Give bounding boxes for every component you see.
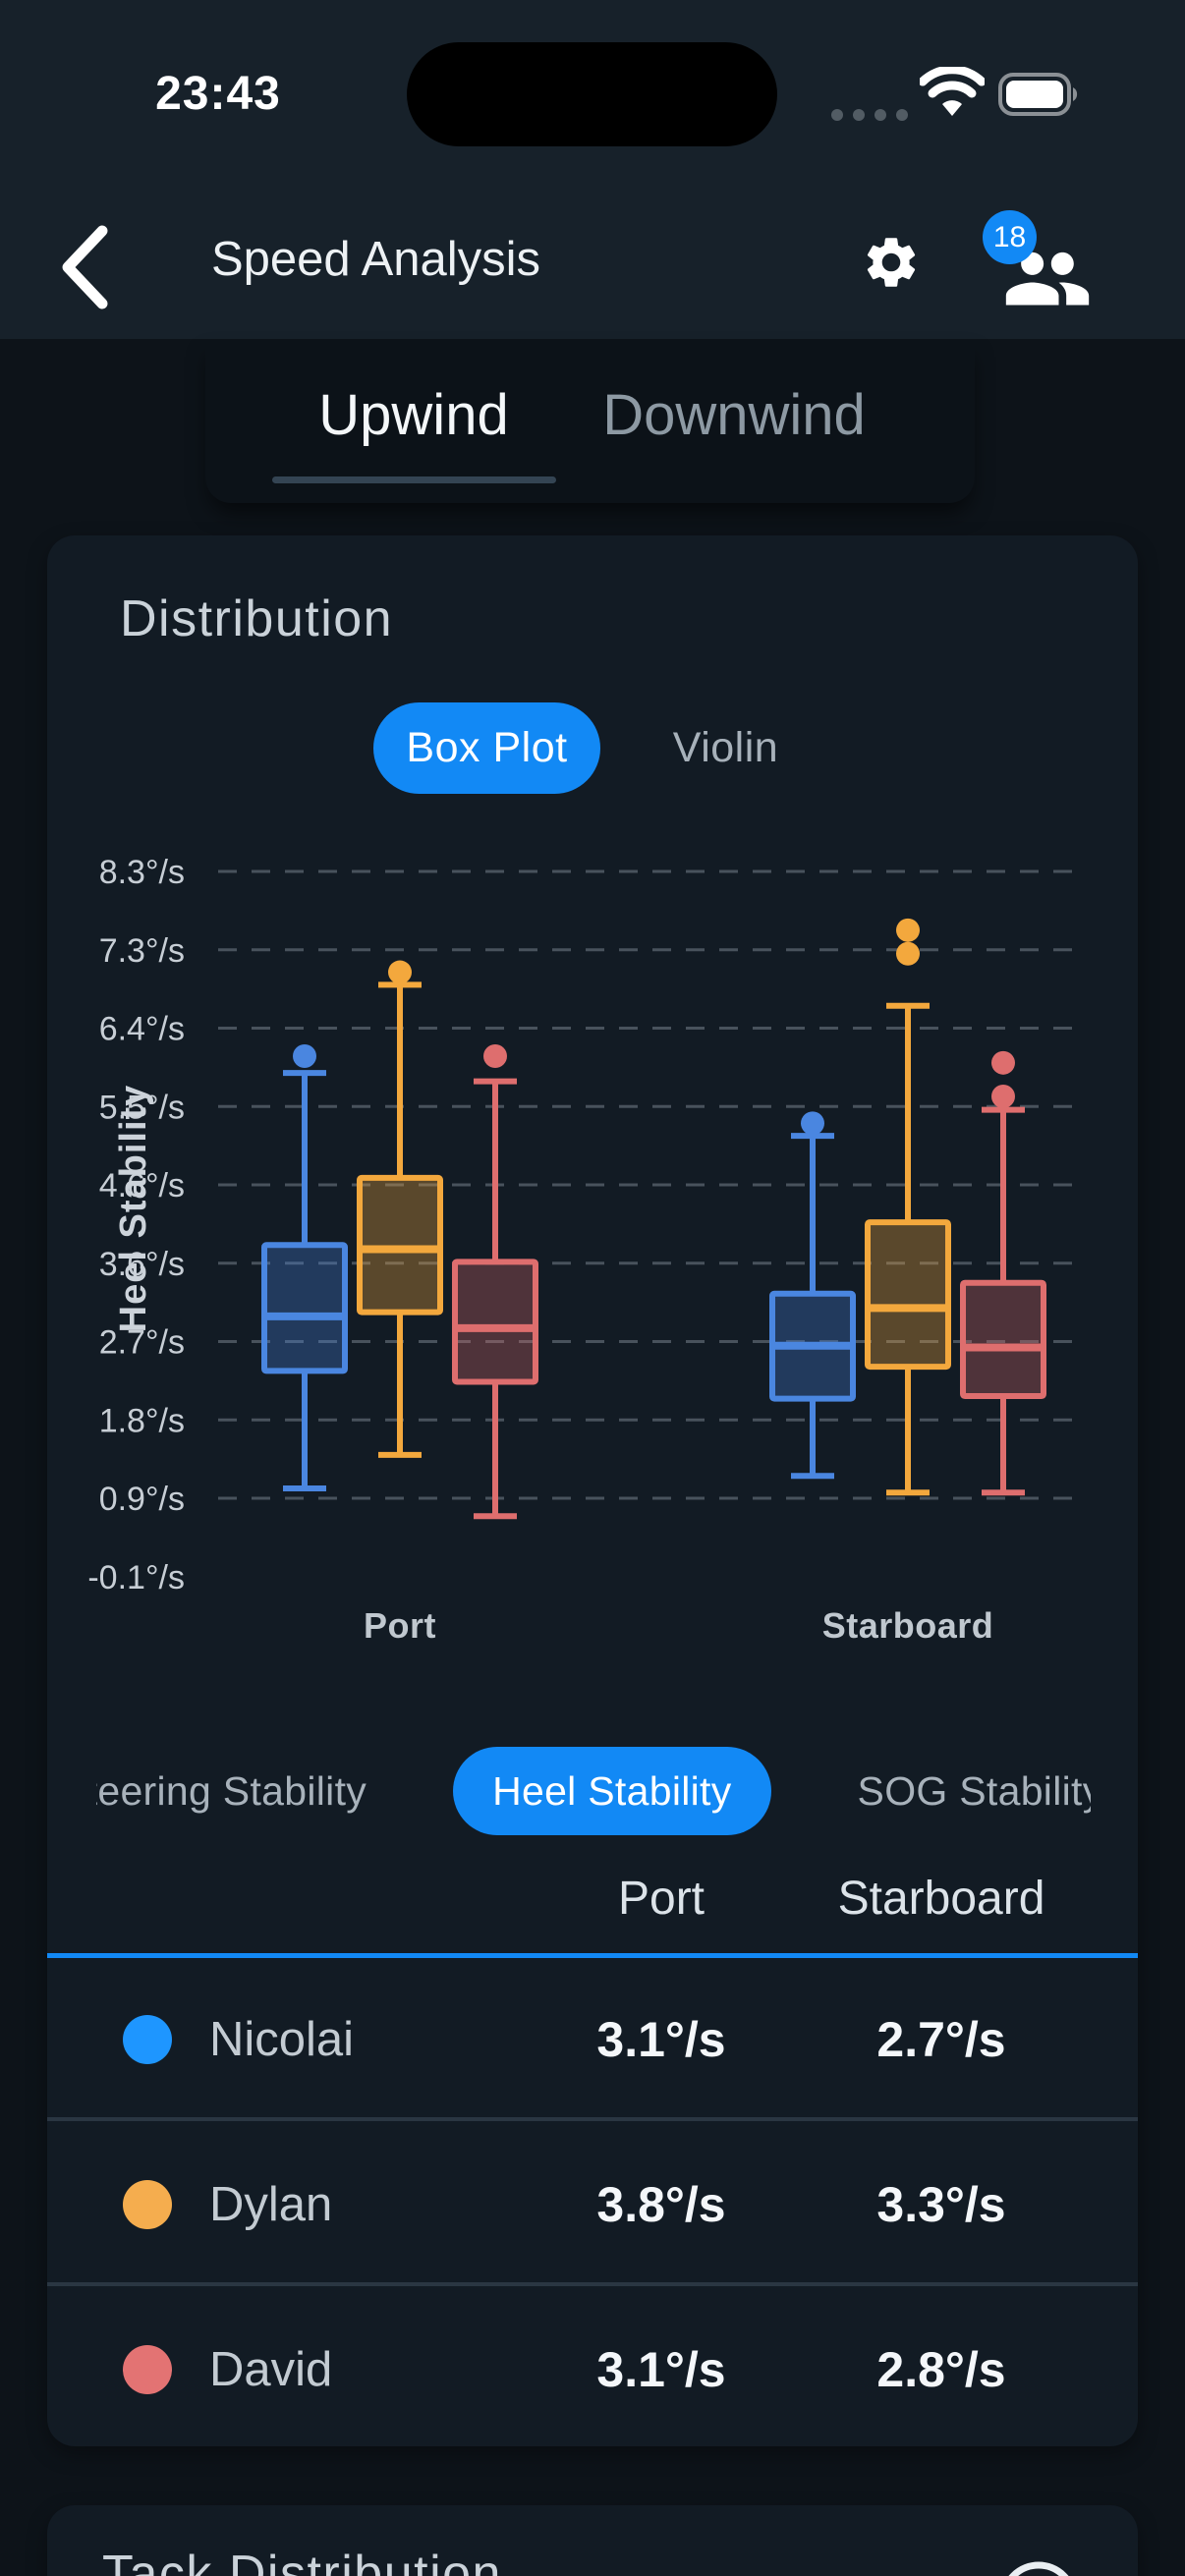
- starboard-value: 2.8°/s: [876, 2342, 1006, 2397]
- card-title: Distribution: [120, 590, 394, 647]
- table-row: Nicolai 3.1°/s 2.7°/s: [47, 1961, 1138, 2118]
- series-dot-dylan: [123, 2180, 172, 2229]
- info-icon[interactable]: [996, 2556, 1081, 2576]
- y-tick-label: -0.1°/s: [87, 1559, 185, 1596]
- port-value: 3.8°/s: [596, 2177, 726, 2232]
- y-tick-label: 1.8°/s: [99, 1402, 185, 1439]
- back-button[interactable]: [57, 224, 112, 310]
- column-header-starboard: Starboard: [837, 1873, 1045, 1925]
- settings-button[interactable]: [861, 232, 922, 293]
- starboard-value: 3.3°/s: [876, 2177, 1006, 2232]
- x-category-label: Starboard: [822, 1605, 994, 1646]
- y-tick-label: 5.5°/s: [99, 1089, 185, 1126]
- tab-upwind[interactable]: Upwind: [318, 383, 509, 447]
- boxplot-toggle-button[interactable]: Box Plot: [373, 702, 600, 794]
- table-header-divider: [47, 1953, 1138, 1958]
- sailor-name: Nicolai: [209, 2013, 355, 2066]
- port-value: 3.1°/s: [596, 2342, 726, 2397]
- outlier-dot: [801, 1111, 824, 1136]
- tab-downwind[interactable]: Downwind: [602, 383, 866, 447]
- tack-card: Tack Distribution: [47, 2505, 1138, 2576]
- outlier-dot: [991, 1084, 1015, 1108]
- series-dot-david: [123, 2345, 172, 2394]
- header: 23:43 Speed Analysis 18: [0, 0, 1185, 339]
- battery-icon: [998, 73, 1078, 116]
- chip-sog-stability[interactable]: SOG Stability: [858, 1768, 1091, 1815]
- y-tick-label: 3.6°/s: [99, 1246, 185, 1283]
- notification-badge: 18: [983, 210, 1037, 264]
- port-value: 3.1°/s: [596, 2012, 726, 2067]
- distribution-card: Distribution Box Plot Violin 8.3°/s 7.3°/…: [47, 535, 1138, 2446]
- chip-steering-stability[interactable]: Steering Stability: [96, 1768, 367, 1815]
- y-tick-label: 7.3°/s: [99, 932, 185, 970]
- y-tick-label: 4.6°/s: [99, 1167, 185, 1204]
- row-separator: [47, 2282, 1138, 2286]
- boxplot-chart: 8.3°/s 7.3°/s 6.4°/s 5.5°/s 4.6°/s 3.6°/s 2.7°…: [87, 854, 1077, 1646]
- status-time: 23:43: [155, 68, 281, 120]
- dynamic-island: [407, 42, 777, 146]
- outlier-dot: [388, 960, 412, 984]
- y-axis-title: Heel Stability: [113, 1085, 154, 1333]
- table-row: Dylan 3.8°/s 3.3°/s: [47, 2126, 1138, 2283]
- metric-chip-scroller[interactable]: Steering Stability Heel Stability SOG St…: [96, 1747, 1091, 1835]
- cellular-signal-icon: [831, 109, 908, 121]
- y-tick-label: 6.4°/s: [99, 1011, 185, 1048]
- outlier-dot: [483, 1043, 507, 1068]
- y-tick-label: 8.3°/s: [99, 854, 185, 891]
- y-tick-label: 2.7°/s: [99, 1324, 185, 1362]
- x-category-label: Port: [364, 1605, 436, 1646]
- outlier-dot: [896, 918, 920, 942]
- tab-bar: Upwind Downwind: [0, 339, 1185, 535]
- chip-heel-stability[interactable]: Heel Stability: [453, 1747, 771, 1835]
- row-separator: [47, 2117, 1138, 2121]
- outlier-dot: [293, 1043, 316, 1068]
- tab-container: Upwind Downwind: [205, 339, 975, 503]
- sailor-name: Dylan: [209, 2178, 333, 2231]
- active-tab-indicator: [272, 476, 556, 483]
- violin-toggle-button[interactable]: Violin: [664, 702, 787, 794]
- sailor-name: David: [209, 2343, 333, 2396]
- column-header-port: Port: [617, 1873, 705, 1925]
- starboard-value: 2.7°/s: [876, 2012, 1006, 2067]
- series-dot-nicolai: [123, 2015, 172, 2064]
- page-title: Speed Analysis: [211, 233, 541, 286]
- outlier-dot: [991, 1050, 1015, 1075]
- card-title: Tack Distribution: [102, 2546, 502, 2576]
- wifi-icon: [920, 67, 985, 116]
- people-icon: [1005, 252, 1090, 306]
- y-tick-label: 0.9°/s: [99, 1481, 185, 1518]
- table-row: David 3.1°/s 2.8°/s: [47, 2291, 1138, 2448]
- crew-button[interactable]: 18: [983, 206, 1100, 314]
- outlier-dot: [896, 941, 920, 966]
